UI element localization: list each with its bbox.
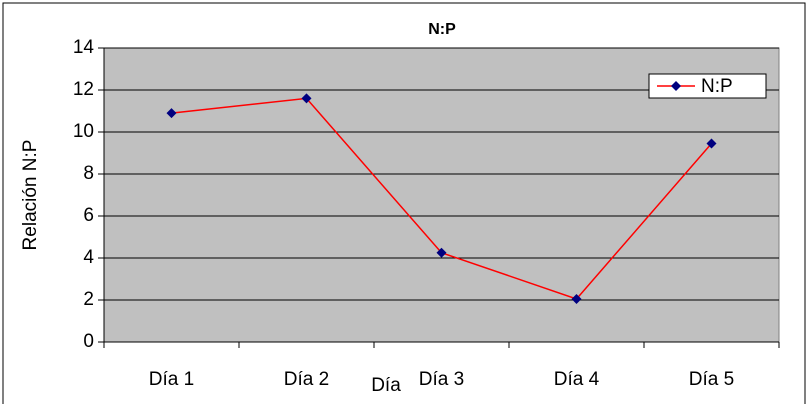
y-axis-label: Relación N:P — [20, 140, 41, 251]
marker — [301, 93, 312, 104]
legend-label: N:P — [701, 76, 733, 97]
y-tick-label: 10 — [73, 121, 94, 142]
marker — [436, 247, 447, 258]
x-tick-label: Día 1 — [149, 369, 194, 390]
y-tick-label: 14 — [73, 37, 95, 58]
legend-marker — [671, 81, 681, 91]
x-tick-label: Día 5 — [689, 369, 734, 390]
y-tick-label: 8 — [83, 163, 94, 184]
x-tick-label: Día 2 — [284, 369, 329, 390]
x-tick-label: Día 3 — [419, 369, 464, 390]
y-tick-label: 2 — [83, 289, 94, 310]
x-axis-label: Día — [371, 375, 401, 396]
y-tick-label: 6 — [83, 205, 94, 226]
marker — [706, 138, 717, 149]
y-tick-label: 0 — [83, 331, 94, 352]
x-tick-label: Día 4 — [554, 369, 600, 390]
chart-title: N:P — [428, 21, 456, 38]
y-tick-label: 4 — [83, 247, 94, 268]
marker — [571, 293, 582, 304]
y-tick-label: 12 — [73, 79, 94, 100]
marker — [166, 108, 177, 119]
